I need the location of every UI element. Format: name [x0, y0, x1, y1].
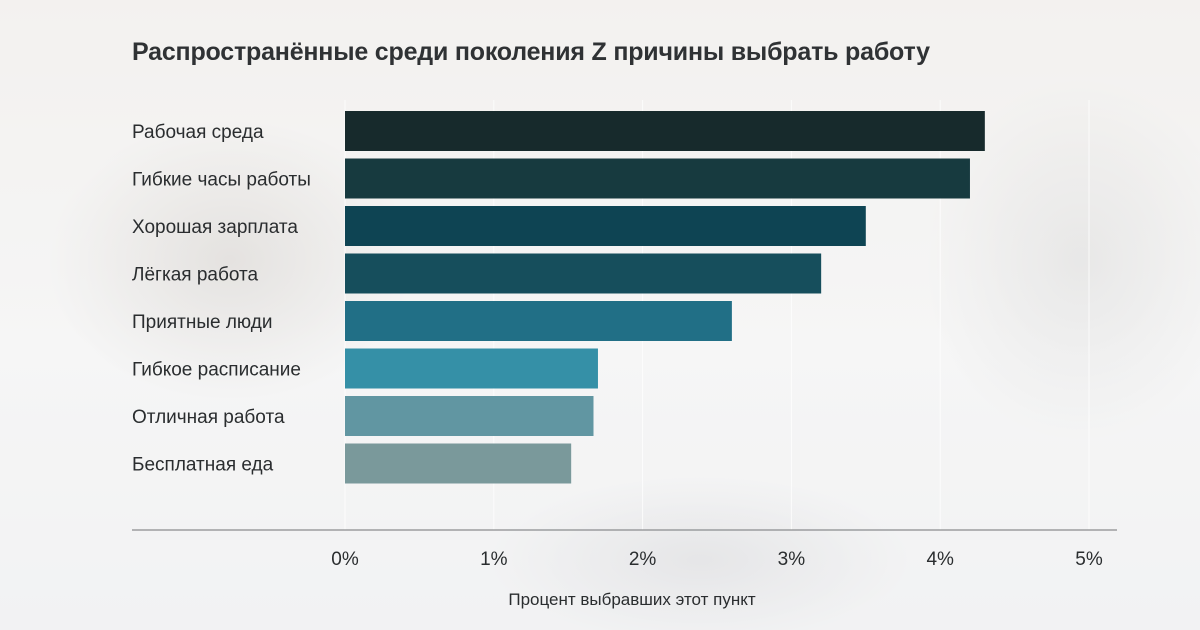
category-label-3: Лёгкая работа [132, 265, 258, 286]
x-tick-label-3: 3% [778, 549, 806, 570]
bar-1 [345, 158, 970, 199]
bar-0 [345, 111, 985, 151]
category-label-1: Гибкие часы работы [132, 170, 311, 191]
category-label-6: Отличная работа [132, 407, 285, 428]
bar-4 [345, 301, 732, 341]
category-label-2: Хорошая зарплата [132, 217, 298, 238]
category-label-5: Гибкое расписание [132, 360, 301, 381]
bar-6 [345, 396, 594, 436]
x-tick-label-4: 4% [926, 549, 954, 570]
x-tick-label-0: 0% [331, 549, 359, 570]
x-tick-label-5: 5% [1075, 549, 1103, 570]
bar-7 [345, 443, 572, 484]
x-axis-title: Процент выбравших этот пункт [508, 590, 756, 609]
category-label-7: Бесплатная еда [132, 455, 274, 476]
bar-2 [345, 206, 866, 246]
bar-5 [345, 348, 598, 389]
category-label-4: Приятные люди [132, 312, 272, 333]
x-tick-label-1: 1% [480, 549, 508, 570]
category-label-0: Рабочая среда [132, 122, 264, 143]
bar-3 [345, 253, 822, 294]
chart-title: Распространённые среди поколения Z причи… [132, 38, 930, 66]
x-tick-label-2: 2% [629, 549, 657, 570]
